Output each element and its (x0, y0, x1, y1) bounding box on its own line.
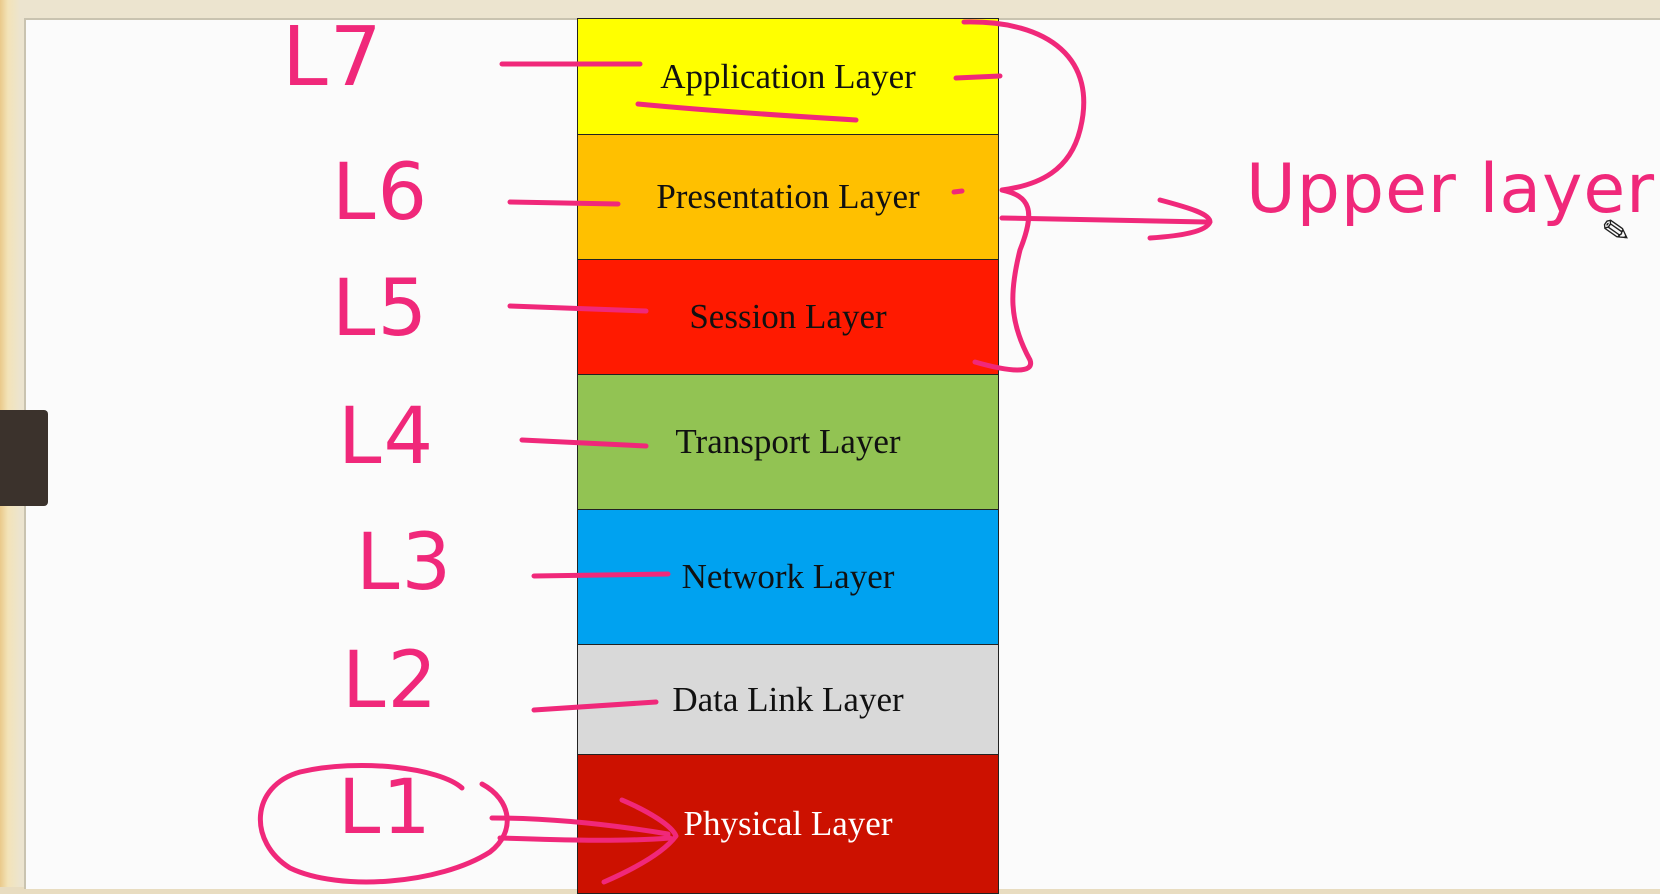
tag-l7: L7 (282, 10, 384, 105)
side-panel-tab[interactable] (0, 410, 48, 506)
tag-l1: L1 (338, 762, 433, 851)
layer-transport-label: Transport Layer (675, 422, 901, 461)
tag-l5: L5 (332, 264, 430, 354)
tag-l6: L6 (332, 148, 430, 238)
layer-application-label: Application Layer (660, 56, 916, 96)
layer-session: Session Layer (577, 259, 999, 375)
tag-l3: L3 (356, 518, 454, 608)
upper-layer-annotation: Upper layer (1246, 150, 1656, 229)
layer-application: Application Layer (577, 18, 999, 135)
layer-presentation: Presentation Layer (577, 134, 999, 260)
layer-physical-label: Physical Layer (683, 804, 893, 843)
layer-session-label: Session Layer (689, 297, 887, 336)
layer-data-link-label: Data Link Layer (672, 679, 904, 719)
layer-network-label: Network Layer (681, 557, 895, 596)
layer-physical: Physical Layer (577, 754, 999, 894)
osi-layer-stack: Application Layer Presentation Layer Ses… (577, 18, 1001, 894)
layer-network: Network Layer (577, 509, 999, 645)
tag-l4: L4 (338, 392, 436, 482)
layer-presentation-label: Presentation Layer (656, 177, 920, 216)
tag-l2: L2 (342, 636, 440, 726)
layer-transport: Transport Layer (577, 374, 999, 510)
layer-data-link: Data Link Layer (577, 644, 999, 755)
